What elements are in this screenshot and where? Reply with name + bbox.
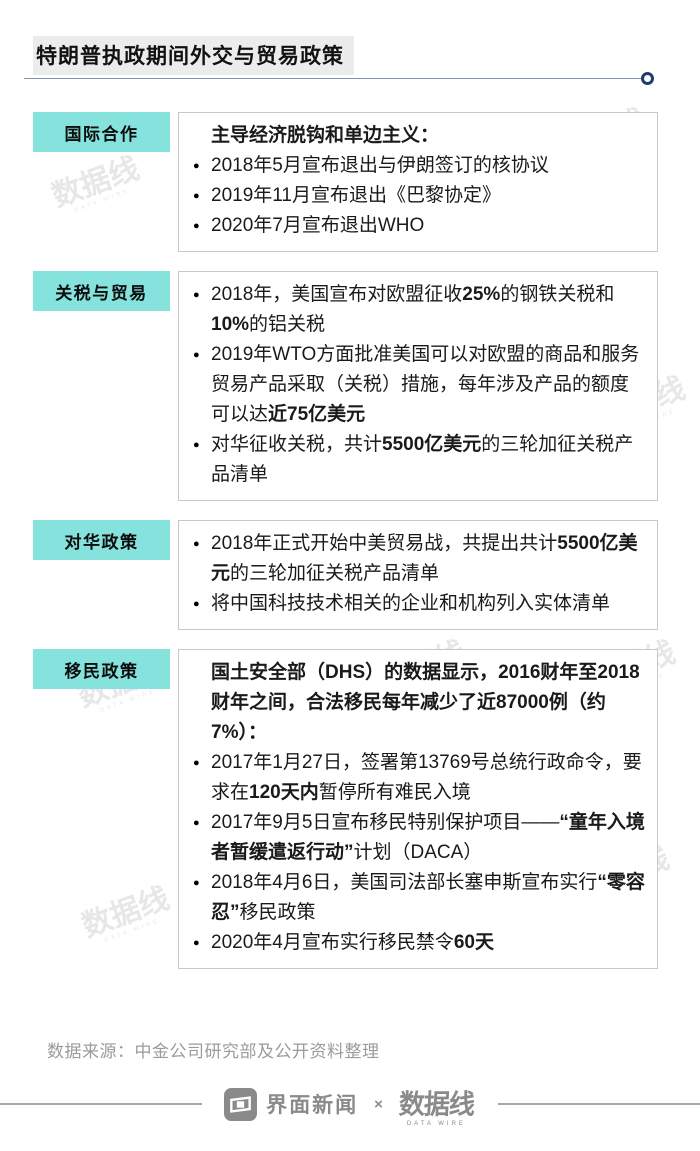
bullet-icon: ● [193,349,200,361]
section-content-box: ● 2018年正式开始中美贸易战，共提出共计5500亿美元的三轮加征关税产品清单 ●… [178,520,658,630]
policy-section: 国际合作 主导经济脱钩和单边主义： ● 2018年5月宣布退出与伊朗签订的核协议 ● 20… [33,112,658,252]
logo-separator-x: × [374,1095,383,1113]
bullet-icon: ● [193,538,200,550]
bullet-icon: ● [193,877,200,889]
bullet-item: ● 2017年9月5日宣布移民特别保护项目——“童年入境者暂缓遣返行动”计划（DA… [193,808,647,868]
publisher-logos: 界面新闻 × 数据线 DATA WIRE [224,1081,475,1127]
brand-bar: 界面新闻 × 数据线 DATA WIRE [0,1081,700,1127]
section-header-text: 国土安全部（DHS）的数据显示，2016财年至2018财年之间，合法移民每年减少… [211,662,640,743]
bullet-item: ● 将中国科技技术相关的企业和机构列入实体清单 [193,589,647,619]
datawire-logo: 数据线 DATA WIRE [398,1088,475,1127]
section-content-box: ● 2018年，美国宣布对欧盟征收25%的钢铁关税和10%的铝关税 ● 2019年WT… [178,271,658,501]
bullet-item: ● 对华征收关税，共计5500亿美元的三轮加征关税产品清单 [193,430,647,490]
data-source-text: 数据来源：中金公司研究部及公开资料整理 [47,1042,380,1061]
page-title: 特朗普执政期间外交与贸易政策 [33,36,354,75]
section-content-box: 国土安全部（DHS）的数据显示，2016财年至2018财年之间，合法移民每年减少… [178,649,658,969]
bullet-icon: ● [193,190,200,202]
policy-section: 移民政策 国土安全部（DHS）的数据显示，2016财年至2018财年之间，合法移民… [33,649,658,969]
datawire-logo-subtext: DATA WIRE [406,1121,466,1127]
policy-section: 关税与贸易 ● 2018年，美国宣布对欧盟征收25%的钢铁关税和10%的铝关税 ● 20… [33,271,658,501]
bullet-item: ● 2018年4月6日，美国司法部长塞申斯宣布实行“零容忍”移民政策 [193,868,647,928]
bullet-item: ● 2018年5月宣布退出与伊朗签订的核协议 [193,151,647,181]
bullet-icon: ● [193,289,200,301]
title-underline-end-circle [641,72,654,85]
jiemian-news-logo-text: 界面新闻 [266,1094,359,1117]
bullet-icon: ● [193,757,200,769]
policy-sections: 国际合作 主导经济脱钩和单边主义： ● 2018年5月宣布退出与伊朗签订的核协议 ● 20… [33,112,658,969]
bullet-icon: ● [193,817,200,829]
bullet-icon: ● [193,937,200,949]
bullet-item: ● 2020年7月宣布退出WHO [193,211,647,241]
bullet-item: ● 2019年WTO方面批准美国可以对欧盟的商品和服务贸易产品采取（关税）措施，每… [193,340,647,430]
section-label: 国际合作 [33,112,170,152]
bullet-icon: ● [193,220,200,232]
section-label: 移民政策 [33,649,170,689]
bullet-icon: ● [193,160,200,172]
section-header-text: 主导经济脱钩和单边主义： [211,125,440,146]
bullet-item: ● 2017年1月27日，签署第13769号总统行政命令，要求在120天内暂停所有… [193,748,647,808]
title-block: 特朗普执政期间外交与贸易政策 [33,36,354,75]
section-label: 对华政策 [33,520,170,560]
jiemian-news-icon [224,1087,258,1121]
bullet-item: ● 2018年，美国宣布对欧盟征收25%的钢铁关税和10%的铝关税 [193,280,647,340]
bullet-item: ● 2020年4月宣布实行移民禁令60天 [193,928,647,958]
bullet-icon: ● [193,439,200,451]
section-content-box: 主导经济脱钩和单边主义： ● 2018年5月宣布退出与伊朗签订的核协议 ● 2019年1… [178,112,658,252]
footer-divider-left [0,1103,203,1105]
datawire-logo-text: 数据线 [398,1088,475,1120]
bullet-icon: ● [193,598,200,610]
title-underline [24,78,641,79]
section-label: 关税与贸易 [33,271,170,311]
bullet-item: ● 2018年正式开始中美贸易战，共提出共计5500亿美元的三轮加征关税产品清单 [193,529,647,589]
policy-section: 对华政策 ● 2018年正式开始中美贸易战，共提出共计5500亿美元的三轮加征关税产… [33,520,658,630]
bullet-item: ● 2019年11月宣布退出《巴黎协定》 [193,181,647,211]
footer-divider-right [497,1103,700,1105]
